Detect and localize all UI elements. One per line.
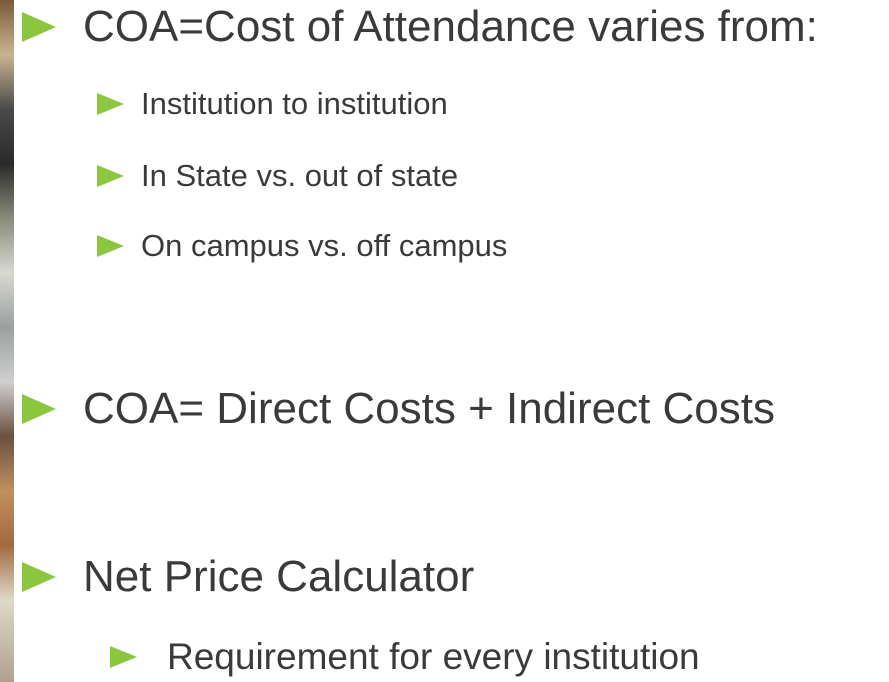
- sub-bullet: Institution to institution: [97, 86, 448, 122]
- bullet-marker: [97, 165, 124, 187]
- bullet-marker: [22, 394, 56, 424]
- bullet: COA= Direct Costs + Indirect Costs: [22, 384, 775, 434]
- bullet: COA=Cost of Attendance varies from:: [22, 2, 818, 52]
- bullet-text: Requirement for every institution: [167, 636, 700, 678]
- bullet-marker: [97, 235, 124, 257]
- bullet-text: In State vs. out of state: [141, 158, 458, 194]
- bullet-marker: [22, 12, 56, 42]
- bullet-text: COA= Direct Costs + Indirect Costs: [83, 384, 775, 434]
- sub-bullet: On campus vs. off campus: [97, 228, 507, 264]
- bullet-marker: [22, 562, 56, 592]
- sub-bullet: In State vs. out of state: [97, 158, 458, 194]
- bullet: Net Price Calculator: [22, 552, 474, 602]
- slide: COA=Cost of Attendance varies from: Inst…: [0, 0, 889, 682]
- sub-bullet: Requirement for every institution: [110, 636, 700, 678]
- bullet-text: Institution to institution: [141, 86, 448, 122]
- photo-strip: [0, 0, 14, 682]
- bullet-text: COA=Cost of Attendance varies from:: [83, 2, 818, 52]
- bullet-text: On campus vs. off campus: [141, 228, 507, 264]
- bullet-marker: [97, 93, 124, 115]
- bullet-text: Net Price Calculator: [83, 552, 474, 602]
- bullet-marker: [110, 646, 137, 668]
